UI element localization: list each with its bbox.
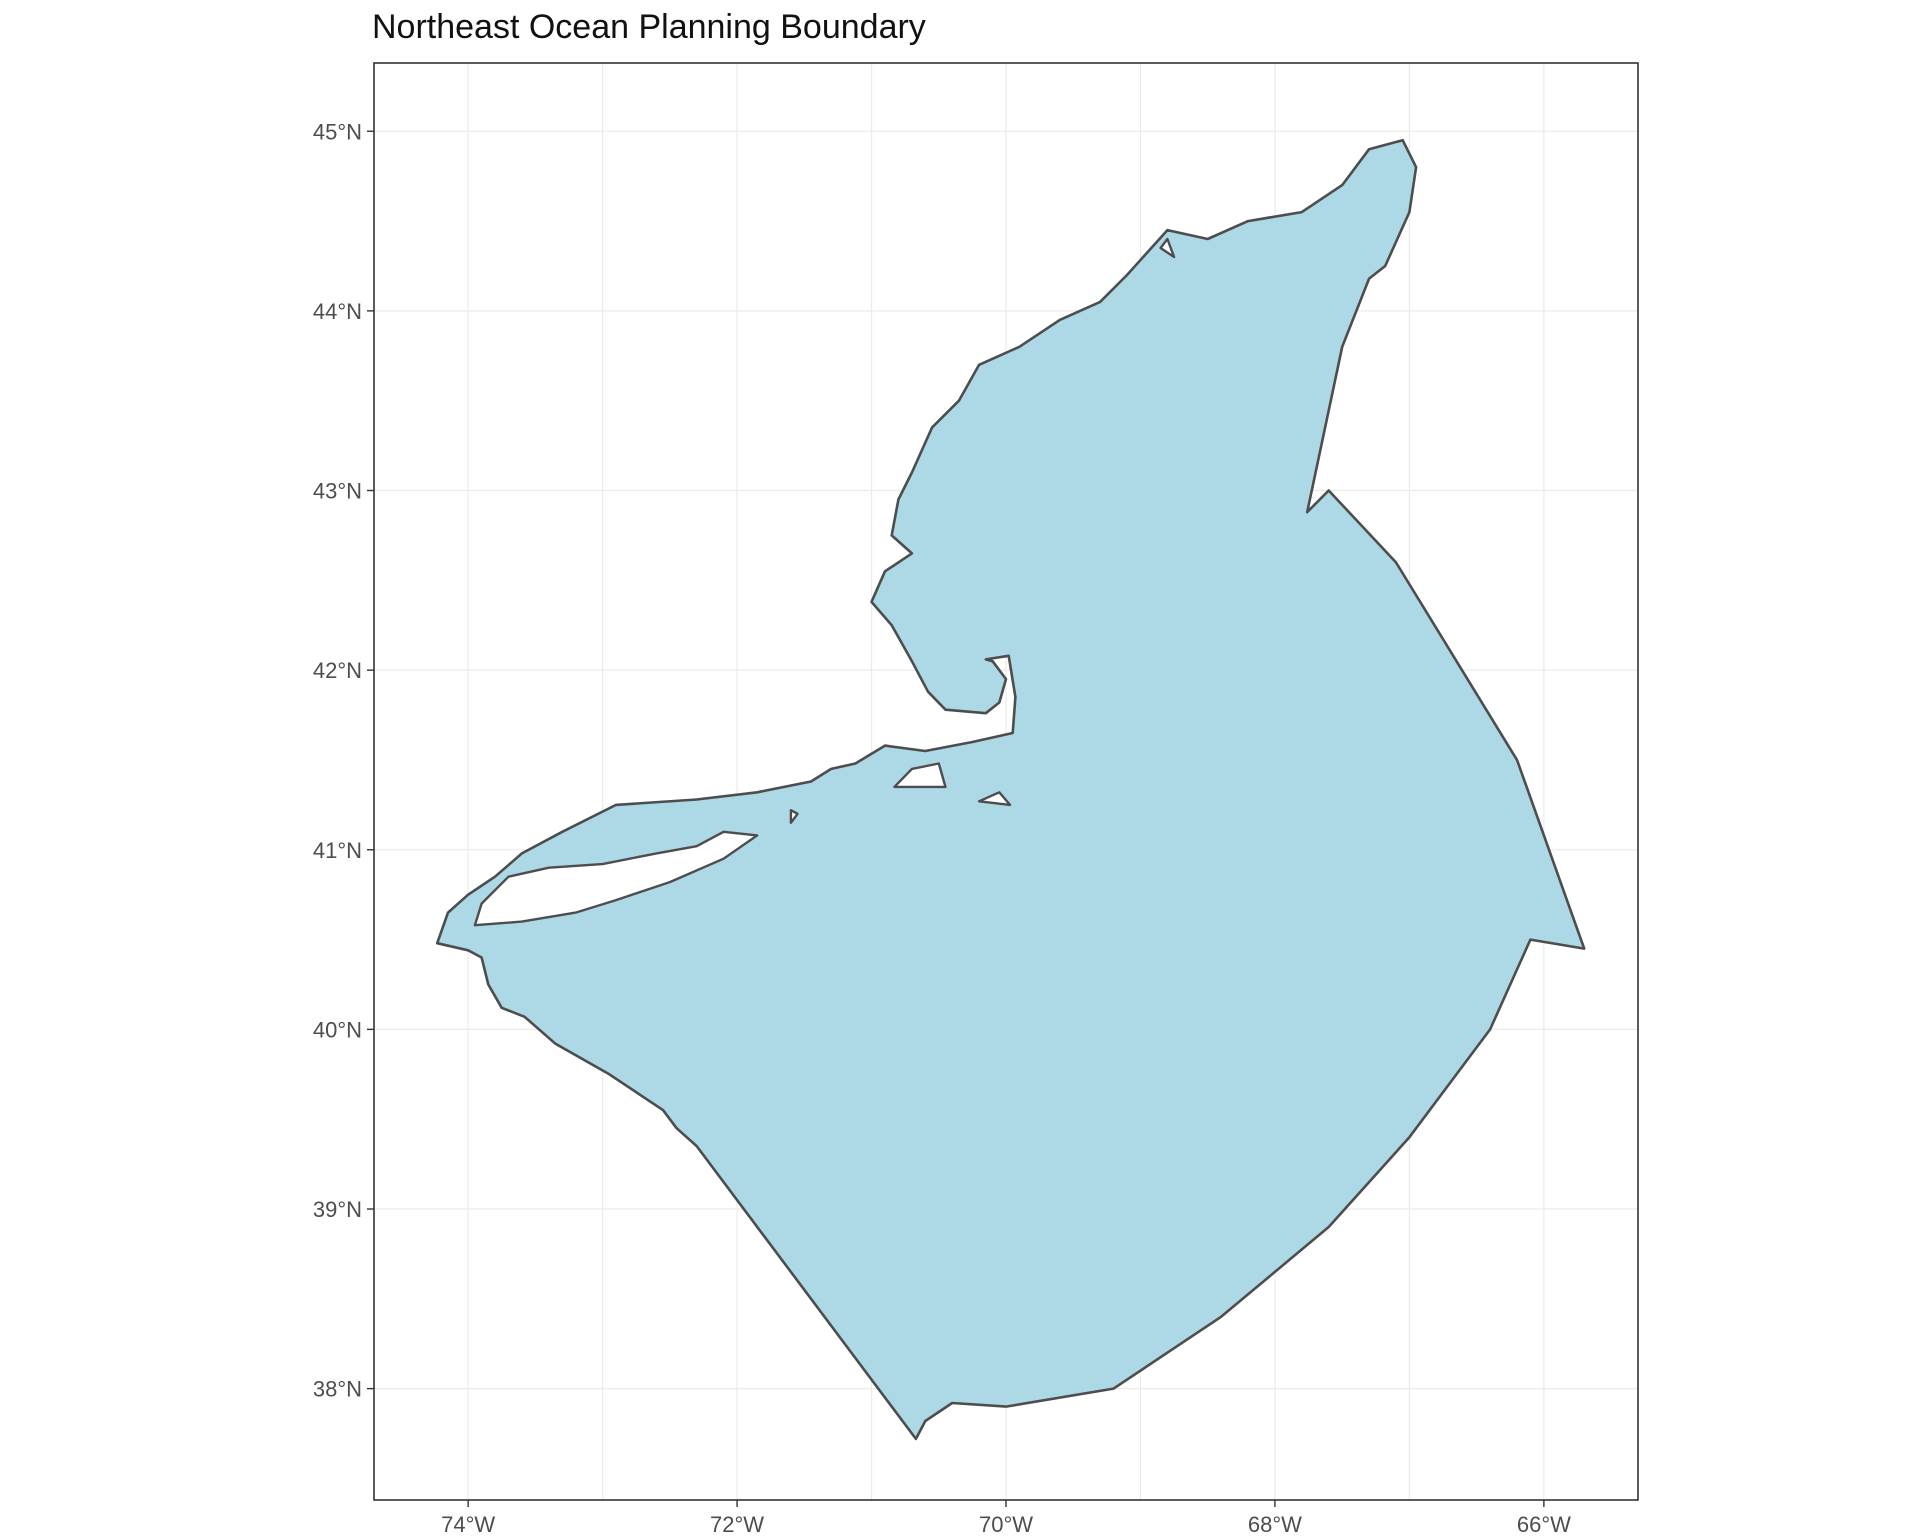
y-tick-label: 41°N xyxy=(313,838,362,863)
x-tick-label: 66°W xyxy=(1517,1512,1571,1536)
y-tick-label: 44°N xyxy=(313,299,362,324)
y-tick-label: 39°N xyxy=(313,1197,362,1222)
y-tick-label: 42°N xyxy=(313,658,362,683)
land-mass-outline xyxy=(977,791,1012,807)
y-tick-label: 45°N xyxy=(313,119,362,144)
axes: 74°W 72°W 70°W 68°W 66°W 45°N 44°N 43°N 42°N 41°N… xyxy=(313,119,1571,1536)
planning-boundary-region xyxy=(435,138,1586,1441)
land-mass-outline xyxy=(789,809,799,824)
ocean-boundary-polygon xyxy=(435,138,1586,1441)
y-tick-label: 43°N xyxy=(313,479,362,504)
x-tick-label: 72°W xyxy=(710,1512,764,1536)
land-mass-outline xyxy=(1159,237,1176,259)
x-tick-label: 68°W xyxy=(1248,1512,1302,1536)
y-tick-label: 40°N xyxy=(313,1017,362,1042)
x-tick-label: 74°W xyxy=(441,1512,495,1536)
x-tick-label: 70°W xyxy=(979,1512,1033,1536)
plot-title: Northeast Ocean Planning Boundary xyxy=(372,8,926,46)
land-mass-outline xyxy=(473,830,759,927)
land-mass-outline xyxy=(893,762,947,789)
y-tick-label: 38°N xyxy=(313,1377,362,1402)
